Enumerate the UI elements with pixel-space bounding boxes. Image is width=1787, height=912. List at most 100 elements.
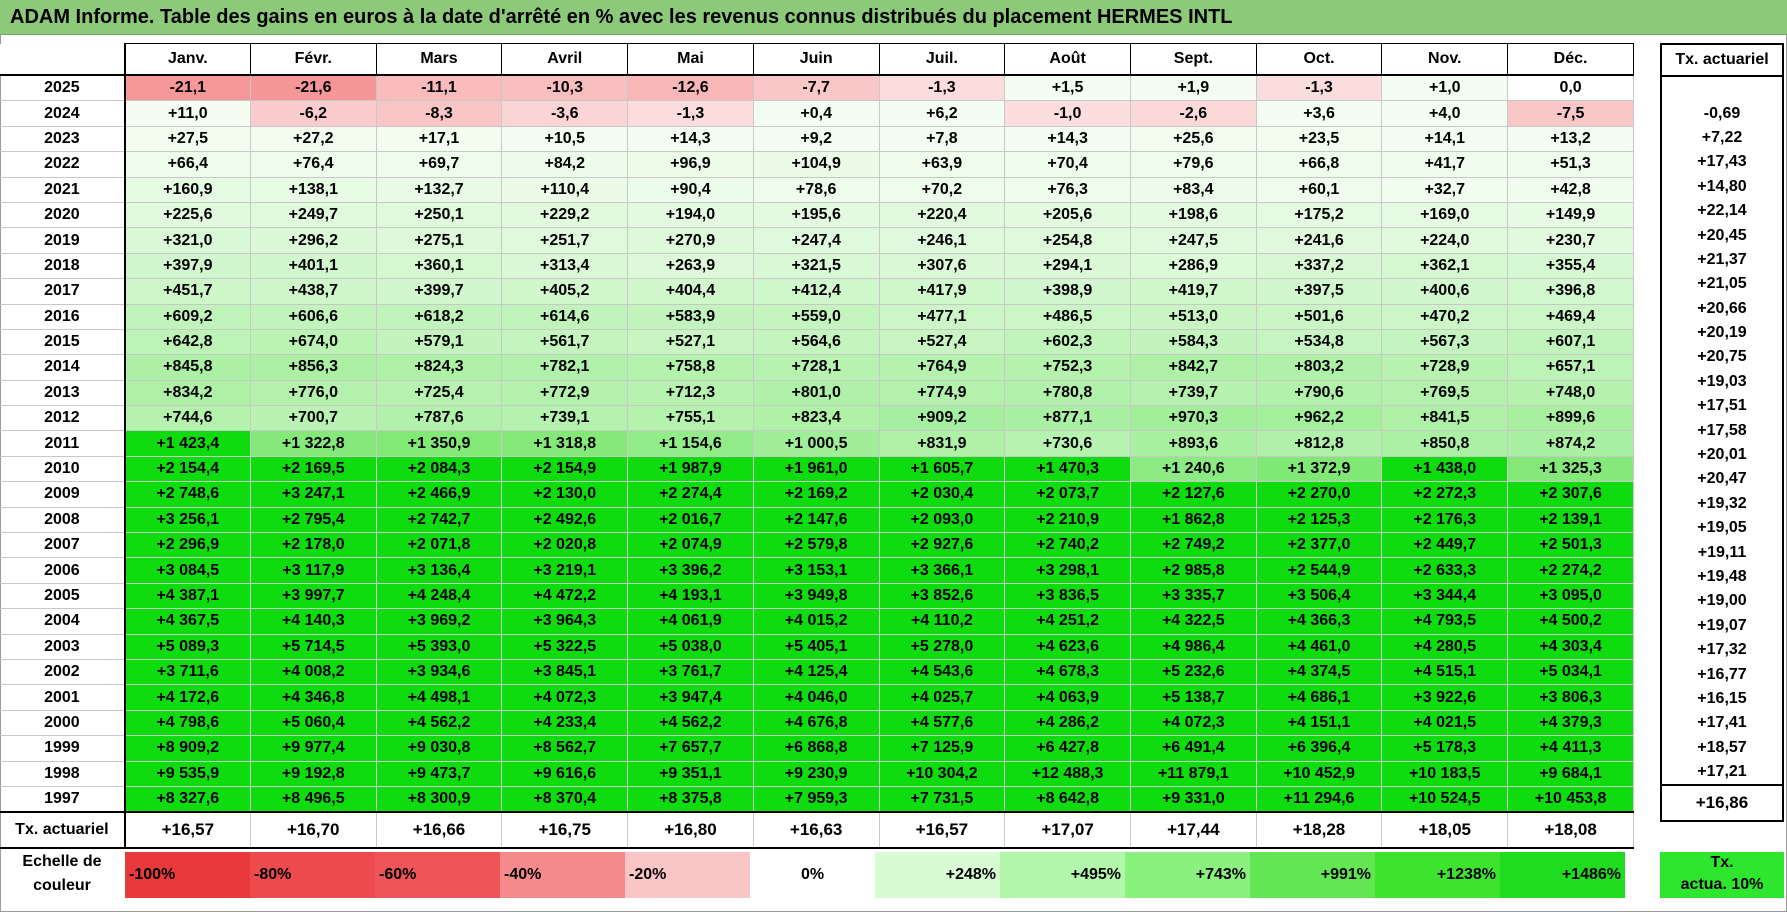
gain-cell: +4 367,5 (124, 608, 251, 635)
gain-cell: +251,7 (501, 227, 629, 254)
gain-cell: +728,1 (752, 354, 880, 381)
table-row: 2010 +2 154,4 +2 169,5 +2 084,3 +2 154,9 +1 9… (0, 455, 1634, 483)
gain-cell: +1 438,0 (1381, 455, 1509, 483)
table-row: 2019 +321,0 +296,2 +275,1 +251,7 +270,9 +247,4… (0, 227, 1634, 254)
year-label: 2002 (0, 658, 126, 686)
gain-cell: +4 472,2 (501, 582, 629, 610)
color-scale-legend: -100% -80% -60% -40% -20% 0% +248% +495% +743% +9… (125, 852, 1625, 898)
gain-cell: +96,9 (627, 151, 754, 178)
gain-cell: -1,3 (627, 100, 754, 127)
gain-cell: +3 934,6 (375, 658, 503, 686)
year-label: 2004 (0, 608, 126, 635)
gain-cell: +225,6 (124, 201, 251, 229)
gain-cell: +3 845,1 (501, 658, 629, 686)
gain-cell: +2 139,1 (1507, 506, 1634, 534)
gain-cell: +247,4 (752, 227, 880, 254)
gain-cell: +79,6 (1129, 151, 1257, 178)
tx-cell: +14,80 (1660, 174, 1784, 199)
gain-cell: +5 034,1 (1507, 658, 1634, 686)
table-row: 2003 +5 089,3 +5 714,5 +5 393,0 +5 322,5 +5 0… (0, 633, 1634, 660)
gain-cell: +6 396,4 (1255, 735, 1383, 762)
gain-cell: +9 473,7 (375, 760, 503, 787)
gain-cell: +175,2 (1255, 201, 1383, 229)
gain-cell: +2 130,0 (501, 481, 629, 508)
gain-cell: +674,0 (249, 328, 377, 356)
year-label: 2021 (0, 176, 126, 203)
year-label: 2023 (0, 125, 126, 153)
gain-cell: +6,2 (878, 100, 1006, 127)
table-row: 2002 +3 711,6 +4 008,2 +3 934,6 +3 845,1 +3 7… (0, 658, 1634, 686)
gain-cell: +2 071,8 (375, 532, 503, 559)
tx-cell (1660, 76, 1784, 102)
report-title: ADAM Informe. Table des gains en euros à… (10, 6, 1233, 28)
gain-cell: +1 987,9 (627, 455, 754, 483)
gain-cell: +752,3 (1004, 354, 1131, 381)
gain-cell: +4 063,9 (1004, 684, 1131, 711)
gain-cell: +4 346,8 (249, 684, 377, 711)
gain-cell: +2 147,6 (752, 506, 880, 534)
month-header: Juil. (878, 43, 1006, 76)
gain-cell: +5 405,1 (752, 633, 880, 660)
table-row: 2025 -21,1 -21,6 -11,1 -10,3 -12,6 -7,7 -1,3 +1,… (0, 74, 1634, 102)
gain-cell: +5 714,5 (249, 633, 377, 660)
tx-row: +17,21 (1660, 759, 1784, 786)
gain-cell: +3 298,1 (1004, 557, 1131, 584)
tx-row: +19,07 (1660, 613, 1784, 638)
gain-cell: +790,6 (1255, 379, 1383, 407)
gain-cell: +3 366,1 (878, 557, 1006, 584)
table-row: 1997 +8 327,6 +8 496,5 +8 300,9 +8 370,4 +8 3… (0, 785, 1634, 813)
gain-cell: +823,4 (752, 405, 880, 432)
gain-cell: +3 836,5 (1004, 582, 1131, 610)
table-row: 2017 +451,7 +438,7 +399,7 +405,2 +404,4 +412,4… (0, 278, 1634, 305)
gain-cell: +606,6 (249, 303, 377, 330)
gain-cell: +70,2 (878, 176, 1006, 203)
gain-cell: +4 061,9 (627, 608, 754, 635)
gain-cell: +3 136,4 (375, 557, 503, 584)
gain-cell: +8 375,8 (627, 785, 754, 813)
gain-cell: +831,9 (878, 430, 1006, 457)
gain-cell: +263,9 (627, 252, 754, 280)
tx-summary-cell: +16,86 (1660, 784, 1784, 823)
gain-cell: +1 372,9 (1255, 455, 1383, 483)
gain-cell: +657,1 (1507, 354, 1634, 381)
gain-cell: +3 256,1 (124, 506, 251, 534)
gain-cell: +2 633,3 (1381, 557, 1509, 584)
gain-cell: +4 322,5 (1129, 608, 1257, 635)
tx-row: +17,32 (1660, 637, 1784, 663)
gain-cell: +618,2 (375, 303, 503, 330)
gain-cell: -6,2 (249, 100, 377, 127)
gain-cell: +3 117,9 (249, 557, 377, 584)
table-row: 2015 +642,8 +674,0 +579,1 +561,7 +527,1 +564,6… (0, 328, 1634, 356)
month-header: Oct. (1255, 43, 1383, 76)
gain-cell: +11,0 (124, 100, 251, 127)
legend-swatch: -100% (125, 852, 250, 898)
gain-cell: +5 393,0 (375, 633, 503, 660)
gain-cell: +76,4 (249, 151, 377, 178)
gain-cell: +2 016,7 (627, 506, 754, 534)
legend-swatch: +1486% (1500, 852, 1625, 898)
gain-cell: +4 500,2 (1507, 608, 1634, 635)
gain-cell: +4 303,4 (1507, 633, 1634, 660)
gain-cell: +250,1 (375, 201, 503, 229)
gain-cell: +469,4 (1507, 303, 1634, 330)
year-label: 2011 (0, 430, 126, 457)
gain-cell: +730,6 (1004, 430, 1131, 457)
table-row: 1999 +8 909,2 +9 977,4 +9 030,8 +8 562,7 +7 6… (0, 735, 1634, 762)
gain-cell: +396,8 (1507, 278, 1634, 305)
year-label: 2003 (0, 633, 126, 660)
gain-cell: +4 193,1 (627, 582, 754, 610)
gain-cell: +3 969,2 (375, 608, 503, 635)
gain-cell: +4 251,2 (1004, 608, 1131, 635)
gain-cell: +486,5 (1004, 303, 1131, 330)
gain-cell: +247,5 (1129, 227, 1257, 254)
tx-summary-row: +16,86 (1660, 784, 1784, 823)
gain-cell: -7,7 (752, 74, 880, 102)
gain-cell: -10,3 (501, 74, 629, 102)
gain-cell: -1,3 (878, 74, 1006, 102)
gain-cell: +3 947,4 (627, 684, 754, 711)
gain-cell: +1,0 (1381, 74, 1509, 102)
gain-cell: +198,6 (1129, 201, 1257, 229)
gain-cell: +2 074,9 (627, 532, 754, 559)
gain-cell: +417,9 (878, 278, 1006, 305)
gain-cell: +8 642,8 (1004, 785, 1131, 813)
